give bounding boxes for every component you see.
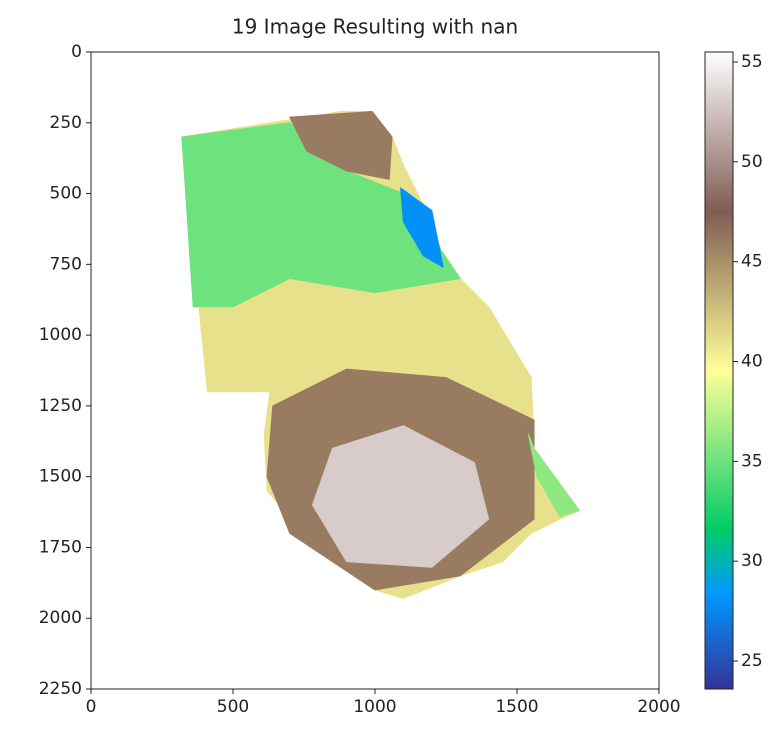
colorbar-tick-label: 35 <box>741 451 763 471</box>
x-tick-label: 500 <box>217 697 249 717</box>
x-tick-label: 1000 <box>353 697 396 717</box>
y-tick-label: 500 <box>50 184 82 204</box>
x-tick-label: 2000 <box>637 697 680 717</box>
colorbar-tick-label: 30 <box>741 551 763 571</box>
y-tick-label: 1000 <box>39 325 82 345</box>
y-tick-label: 2250 <box>39 679 82 699</box>
chart-title: 19 Image Resulting with nan <box>232 15 518 39</box>
colorbar-tick-label: 40 <box>741 352 763 372</box>
y-tick-label: 1750 <box>39 537 82 557</box>
y-tick-label: 0 <box>71 42 82 62</box>
x-tick-label: 0 <box>86 697 97 717</box>
heat-region <box>312 425 490 568</box>
y-tick-label: 1500 <box>39 467 82 487</box>
y-tick-label: 2000 <box>39 608 82 628</box>
y-tick-label: 250 <box>50 113 82 133</box>
colorbar-tick-label: 50 <box>741 152 763 172</box>
colorbar-tick-label: 25 <box>741 651 763 671</box>
heat-region <box>527 433 580 517</box>
colorbar <box>704 51 734 690</box>
x-tick-label: 1500 <box>495 697 538 717</box>
colorbar-tick-label: 55 <box>741 52 763 72</box>
heat-region <box>400 187 444 268</box>
y-tick-label: 750 <box>50 254 82 274</box>
y-tick-label: 1250 <box>39 396 82 416</box>
colorbar-tick-label: 45 <box>741 252 763 272</box>
heat-region <box>289 110 393 180</box>
